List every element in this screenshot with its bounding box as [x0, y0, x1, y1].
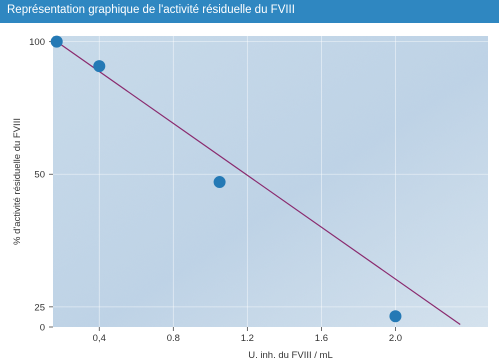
y-tick-label: 25: [34, 302, 45, 313]
chart-title: Représentation graphique de l'activité r…: [7, 4, 295, 16]
data-point: [93, 60, 106, 73]
x-tick-label: 2.0: [389, 333, 402, 344]
y-axis-label: % d'activité résiduelle du FVIII: [12, 118, 23, 245]
data-points: [50, 35, 402, 323]
data-point: [50, 35, 63, 48]
title-bar: Représentation graphique de l'activité r…: [0, 0, 499, 23]
x-axis-label: U. inh. du FVIII / mL: [248, 350, 332, 361]
plot-texture: [53, 36, 488, 327]
y-tick-label-zero: 0: [40, 323, 45, 334]
y-tick-label: 100: [29, 37, 45, 48]
fit-line-group: [56, 41, 461, 325]
y-tick-label: 50: [34, 170, 45, 181]
x-tick-label: 0,4: [93, 333, 106, 344]
x-tick-label: 1.2: [241, 333, 254, 344]
data-point: [389, 310, 402, 323]
x-tick-label: 1.6: [315, 333, 328, 344]
data-point: [213, 176, 226, 189]
fit-line: [56, 41, 461, 325]
axes: 0,4 0.8 1.2 1.6 2.0 100 50 25 0: [29, 37, 402, 344]
x-tick-label: 0.8: [167, 333, 180, 344]
